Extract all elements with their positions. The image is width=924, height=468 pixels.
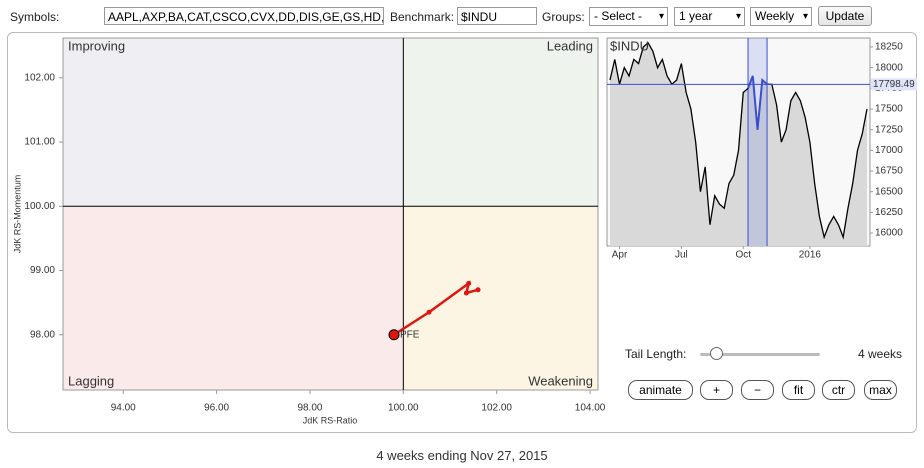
tail-point	[426, 309, 432, 315]
series-label: PFE	[400, 329, 420, 340]
quadrant-lagging	[63, 206, 404, 390]
x-tick-label: 94.00	[111, 403, 136, 414]
y-tick-label: 18250	[875, 42, 903, 53]
chart-title: $INDU	[610, 38, 649, 53]
tail-point	[475, 287, 481, 293]
x-tick-label: 98.00	[297, 403, 322, 414]
interval-select[interactable]: Weekly	[750, 7, 812, 26]
tail-length-label: Tail Length:	[625, 347, 687, 361]
tail-length-value: 4 weeks	[857, 347, 902, 361]
head-point	[388, 329, 400, 341]
tail-point	[463, 290, 469, 296]
footer: 4 weeks ending Nov 27, 2015	[376, 448, 548, 463]
y-tick-label: 17250	[875, 124, 903, 135]
control-button[interactable]: fit	[782, 380, 815, 400]
control-button[interactable]: animate	[628, 380, 693, 400]
benchmark-label: Benchmark:	[390, 10, 455, 24]
benchmark-input[interactable]: $INDU	[457, 7, 537, 25]
y-tick-label: 100.00	[24, 201, 55, 212]
quadrant-improving	[63, 38, 404, 207]
x-tick-label: 2016	[799, 250, 822, 261]
y-axis-label: JdK RS-Momentum	[12, 175, 22, 254]
control-button[interactable]: +	[700, 380, 733, 400]
current-value-box	[871, 78, 917, 91]
y-tick-label: 98.00	[30, 329, 55, 340]
control-button[interactable]: max	[864, 380, 897, 400]
current-value-label: 17798.49	[873, 79, 915, 90]
quadrant-weakening	[403, 206, 598, 390]
tail-point	[466, 280, 472, 286]
x-tick-label: 102.00	[481, 403, 512, 414]
plot-border	[62, 37, 599, 391]
y-tick-label: 16750	[875, 166, 903, 177]
y-tick-label: 18000	[875, 62, 903, 73]
x-tick-label: 100.00	[388, 403, 419, 414]
control-button[interactable]: −	[741, 380, 774, 400]
x-tick-label: Oct	[735, 250, 751, 261]
y-tick-label: 16000	[875, 228, 903, 239]
x-tick-label: 104.00	[575, 403, 606, 414]
x-tick-label: 96.00	[204, 403, 229, 414]
quadrant-label: Improving	[68, 38, 125, 53]
y-tick-label: 17000	[875, 145, 903, 156]
slider-knob[interactable]	[710, 347, 723, 360]
x-tick-label: Jul	[675, 250, 688, 261]
y-tick-label: 99.00	[30, 265, 55, 276]
x-tick-label: Apr	[612, 250, 628, 261]
price-line	[609, 41, 868, 240]
groups-label: Groups:	[542, 10, 585, 24]
x-axis-label: JdK RS-Ratio	[303, 415, 358, 425]
control-button[interactable]: ctr	[822, 380, 855, 400]
update-button[interactable]: Update	[818, 6, 872, 26]
symbols-input[interactable]: AAPL,AXP,BA,CAT,CSCO,CVX,DD,DIS,GE,GS,HD…	[104, 7, 384, 25]
period-select[interactable]: 1 year	[674, 7, 745, 26]
groups-select[interactable]: - Select -	[589, 7, 668, 26]
highlight-band	[748, 38, 768, 246]
area-fill	[610, 42, 867, 247]
y-tick-label: 16500	[875, 186, 903, 197]
symbols-label: Symbols:	[10, 10, 60, 24]
highlight-line	[747, 75, 768, 130]
main-panel	[7, 32, 917, 433]
slider-track	[700, 353, 820, 356]
y-tick-label: 101.00	[24, 137, 55, 148]
y-tick-label: 102.00	[24, 72, 55, 83]
quadrant-label: Leading	[547, 38, 593, 53]
quadrant-leading	[403, 38, 598, 207]
y-tick-label: 17500	[875, 104, 903, 115]
y-tick-label: 16250	[875, 207, 903, 218]
quadrant-label: Lagging	[68, 373, 114, 388]
quadrant-label: Weakening	[528, 373, 593, 388]
